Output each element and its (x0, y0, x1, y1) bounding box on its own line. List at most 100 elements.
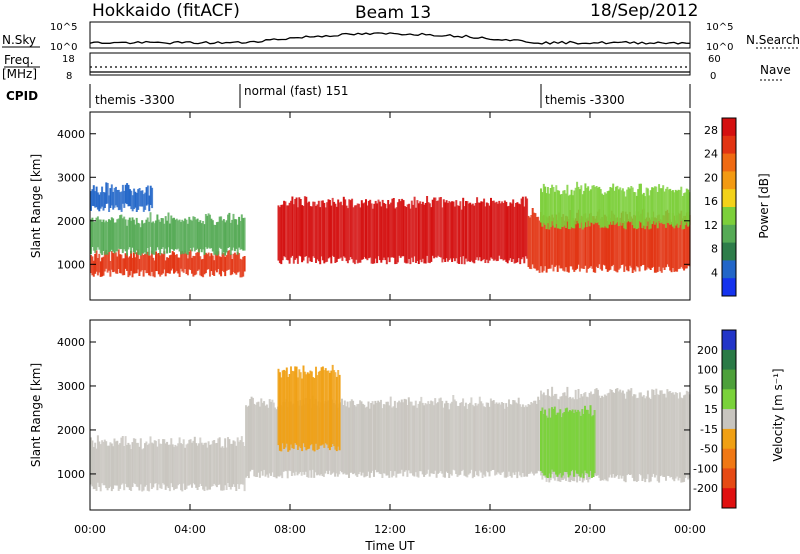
echo-cell (177, 220, 180, 249)
echo-cell (485, 202, 488, 260)
echo-cell (394, 208, 397, 265)
echo-cell (560, 216, 563, 269)
echo-cell (319, 207, 322, 265)
echo-cell (140, 190, 142, 207)
echo-cell (417, 403, 420, 478)
echo-cell (623, 221, 626, 272)
echo-cell (258, 406, 261, 478)
echo-cell (195, 443, 198, 488)
echo-cell (595, 215, 598, 267)
echo-cell (173, 217, 175, 251)
echo-cell (506, 406, 509, 477)
echo-cell (542, 414, 545, 476)
echo-cell (528, 405, 531, 474)
echo-cell (456, 405, 459, 477)
echo-cell (530, 402, 533, 472)
echo-cell (435, 201, 438, 258)
echo-cell (349, 200, 352, 258)
echo-cell (131, 195, 134, 212)
echo-cell (210, 444, 213, 487)
echo-cell (221, 252, 224, 271)
echo-cell (284, 201, 287, 258)
echo-cell (254, 404, 257, 477)
echo-cell (582, 414, 585, 479)
echo-cell (602, 397, 605, 481)
echo-cell (203, 254, 206, 275)
echo-cell (513, 206, 516, 264)
echo-cell (119, 443, 122, 489)
echo-cell (665, 188, 667, 228)
echo-cell (221, 446, 224, 491)
echo-cell (323, 202, 326, 264)
echo-cell (634, 192, 637, 228)
echo-cell (409, 208, 412, 265)
echo-cell (684, 215, 687, 269)
echo-cell (235, 445, 238, 491)
echo-cell (470, 204, 473, 261)
echo-cell (383, 203, 386, 258)
echo-cell (488, 406, 491, 477)
echo-cell (124, 253, 127, 269)
echo-cell (587, 217, 590, 269)
freq-tick-right-top: 60 (708, 54, 721, 65)
echo-cell (131, 217, 134, 248)
echo-cell (163, 439, 166, 485)
echo-cell (544, 186, 547, 225)
echo-cell (352, 207, 355, 263)
echo-cell (437, 200, 440, 256)
echo-cell (515, 203, 517, 263)
echo-cell (91, 256, 94, 276)
echo-cell (615, 217, 617, 272)
echo-cell (378, 402, 381, 474)
echo-cell (666, 209, 669, 265)
echo-cell (666, 186, 669, 223)
echo-cell (357, 403, 360, 475)
echo-cell (599, 218, 602, 270)
echo-cell (598, 395, 601, 478)
echo-cell (278, 207, 281, 264)
echo-cell (142, 223, 145, 254)
echo-cell (508, 205, 511, 261)
echo-cell (98, 219, 101, 250)
echo-cell (333, 201, 336, 257)
colorbar-swatch (722, 118, 736, 137)
echo-cell (331, 197, 334, 256)
echo-cell (670, 221, 673, 273)
echo-cell (156, 214, 159, 248)
echo-cell (359, 400, 362, 472)
echo-cell (150, 222, 153, 254)
echo-cell (489, 398, 492, 472)
echo-cell (596, 187, 599, 223)
echo-cell (642, 395, 645, 479)
echo-cell (334, 203, 337, 263)
echo-cell (388, 204, 391, 263)
echo-cell (541, 192, 544, 227)
echo-cell (577, 409, 580, 474)
echo-cell (256, 402, 259, 477)
echo-cell (594, 187, 597, 223)
echo-cell (405, 207, 408, 264)
echo-cell (481, 201, 484, 261)
echo-cell (105, 249, 108, 269)
echo-cell (95, 250, 98, 272)
echo-cell (410, 401, 413, 474)
echo-cell (222, 219, 225, 253)
echo-cell (389, 396, 392, 471)
echo-cell (110, 251, 113, 270)
echo-cell (197, 248, 200, 270)
echo-cell (224, 222, 227, 256)
echo-cell (120, 437, 123, 485)
echo-cell (130, 220, 133, 254)
echo-cell (466, 201, 469, 262)
echo-cell (395, 407, 398, 478)
echo-cell (652, 211, 655, 267)
echo-cell (141, 190, 144, 207)
x-tick-label: 04:00 (174, 523, 206, 536)
echo-cell (685, 390, 688, 476)
echo-cell (505, 403, 508, 478)
echo-cell (166, 220, 169, 254)
echo-cell (453, 206, 456, 262)
echo-cell (556, 220, 559, 272)
echo-cell (681, 218, 684, 269)
echo-cell (678, 392, 681, 478)
